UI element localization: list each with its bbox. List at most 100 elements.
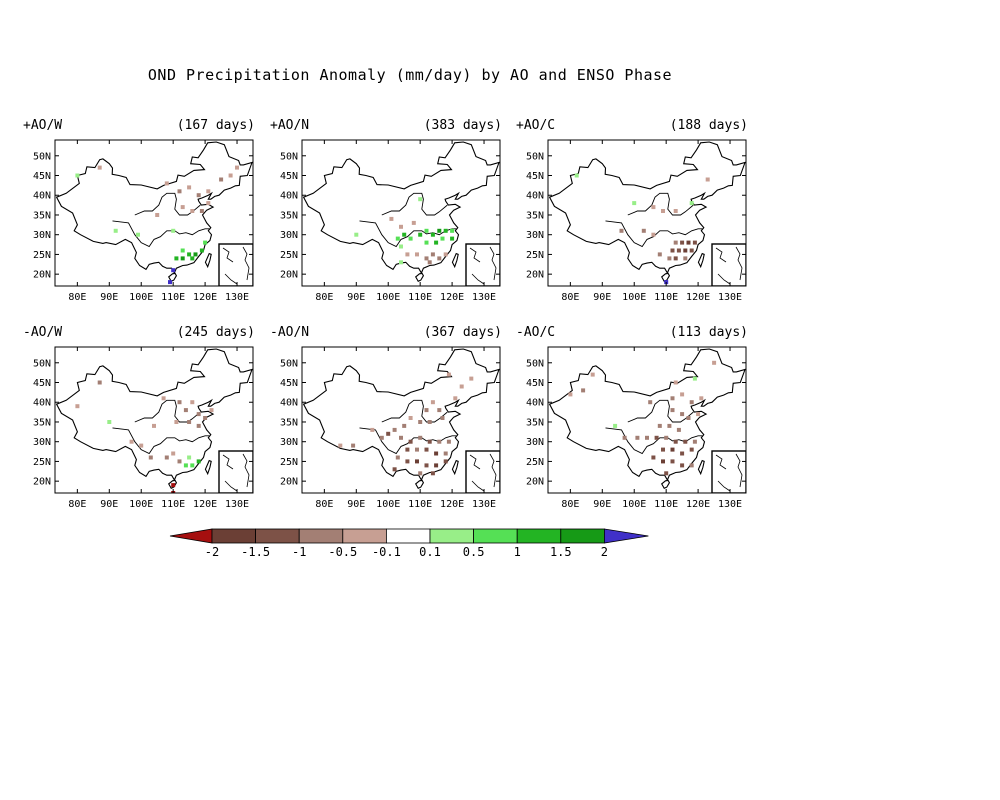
station-point [203, 416, 208, 420]
station-point [446, 439, 451, 444]
station-point [370, 427, 375, 432]
country-outline [55, 348, 253, 482]
figure-title: OND Precipitation Anomaly (mm/day) by AO… [147, 66, 673, 84]
station-point [648, 400, 653, 405]
station-point [651, 455, 656, 460]
station-point [206, 189, 211, 194]
station-point [434, 240, 439, 245]
station-point [190, 256, 195, 261]
station-point [424, 256, 429, 261]
island-outline [414, 272, 425, 283]
panel-bottom-right: -AO/C (113 days) 80E 90E 100E 110E 120E 130E 5… [508, 325, 748, 515]
station-point [651, 232, 656, 237]
x-tick-label: 90E [593, 292, 611, 303]
y-tick-label: 50N [280, 358, 298, 369]
y-tick-label: 50N [280, 151, 298, 162]
station-point [174, 256, 179, 261]
x-tick-label: 80E [315, 499, 333, 510]
station-point [148, 455, 153, 460]
y-tick-label: 20N [33, 477, 51, 488]
station-point [395, 236, 400, 241]
plot-frame [54, 139, 254, 287]
station-point [437, 256, 442, 261]
y-tick-label: 25N [280, 250, 298, 261]
x-tick-label: 80E [68, 292, 86, 303]
station-point [443, 459, 448, 464]
x-tick-label: 120E [193, 292, 217, 303]
y-tick-label: 35N [280, 417, 298, 428]
plot-frame [54, 346, 254, 494]
island-outline [204, 252, 212, 269]
panel-top-middle: +AO/N (383 days) 80E 90E 100E 110E 120E 130E 5… [262, 118, 502, 308]
colorbar-label: -1 [292, 545, 306, 559]
island-outline [167, 479, 178, 490]
station-point [683, 439, 688, 444]
station-point [139, 443, 144, 448]
station-point [590, 372, 595, 377]
y-tick-label: 50N [526, 151, 544, 162]
station-point [689, 400, 694, 405]
y-tick-label: 20N [526, 477, 544, 488]
station-point [389, 216, 394, 221]
station-point [187, 252, 192, 257]
station-point [427, 260, 432, 265]
station-point [632, 201, 637, 206]
station-point [354, 232, 359, 237]
station-point [199, 248, 204, 253]
station-point [203, 240, 208, 245]
colorbar-label: 2 [601, 545, 608, 559]
inset-coast [222, 247, 234, 263]
station-point [430, 252, 435, 257]
station-point [574, 173, 579, 178]
inset-coast [735, 453, 743, 488]
station-point [155, 213, 160, 217]
station-point [415, 447, 419, 452]
station-point [129, 439, 134, 444]
panel-days: (113 days) [669, 325, 748, 340]
x-tick-label: 120E [686, 499, 710, 510]
y-tick-label: 35N [33, 210, 51, 221]
colorbar-label: 0.5 [463, 545, 485, 559]
y-tick-label: 25N [33, 250, 51, 261]
inset-coast [222, 454, 234, 470]
station-point [427, 439, 432, 444]
station-point [399, 260, 403, 265]
station-point [692, 439, 697, 444]
station-point [450, 236, 455, 241]
y-tick-label: 20N [33, 270, 51, 281]
y-tick-label: 45N [526, 378, 544, 389]
station-point [673, 209, 678, 213]
inset-coast [717, 480, 731, 492]
x-tick-label: 90E [100, 499, 118, 510]
x-tick-label: 90E [593, 499, 611, 510]
station-point [683, 248, 688, 253]
inset-coast [735, 246, 743, 281]
colorbar-segment [429, 528, 474, 544]
x-tick-label: 80E [561, 499, 579, 510]
colorbar-segment [516, 528, 562, 544]
river-line [605, 220, 703, 248]
station-point [196, 459, 201, 464]
country-outline [548, 348, 746, 482]
station-point [689, 248, 694, 253]
x-tick-label: 130E [718, 292, 742, 303]
station-point [673, 439, 678, 444]
river-line [134, 192, 201, 216]
station-point [338, 443, 343, 448]
river-line [112, 427, 210, 455]
station-point [651, 205, 656, 210]
station-point [168, 280, 172, 285]
station-point [183, 408, 188, 413]
inset-coast [224, 480, 238, 492]
station-point [680, 451, 685, 456]
panel-days: (367 days) [423, 325, 502, 340]
y-tick-label: 35N [526, 417, 544, 428]
island-outline [660, 479, 671, 490]
station-point [692, 376, 697, 381]
y-tick-label: 40N [33, 191, 51, 202]
y-tick-label: 25N [526, 457, 544, 468]
island-outline [697, 459, 705, 476]
x-tick-label: 110E [654, 499, 678, 510]
station-point [183, 463, 188, 468]
station-point [187, 455, 192, 460]
